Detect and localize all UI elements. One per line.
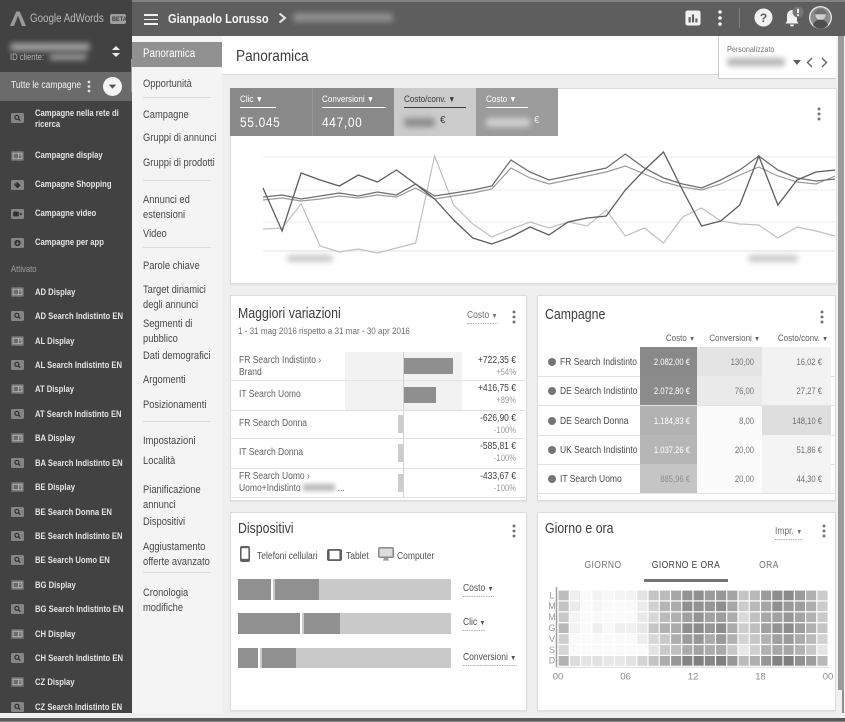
svg-text:06: 06	[620, 671, 631, 682]
svg-text:S: S	[549, 645, 555, 655]
svg-text:00: 00	[823, 671, 834, 682]
svg-text:18: 18	[755, 671, 766, 682]
svg-text:?: ?	[760, 11, 767, 25]
svg-text:D: D	[549, 656, 556, 666]
svg-text:G: G	[548, 623, 555, 633]
svg-text:M: M	[548, 601, 556, 611]
svg-text:12: 12	[688, 671, 699, 682]
svg-text:V: V	[549, 634, 555, 644]
svg-text:L: L	[549, 590, 554, 600]
svg-text:M: M	[548, 612, 556, 622]
svg-text:00: 00	[553, 671, 564, 682]
